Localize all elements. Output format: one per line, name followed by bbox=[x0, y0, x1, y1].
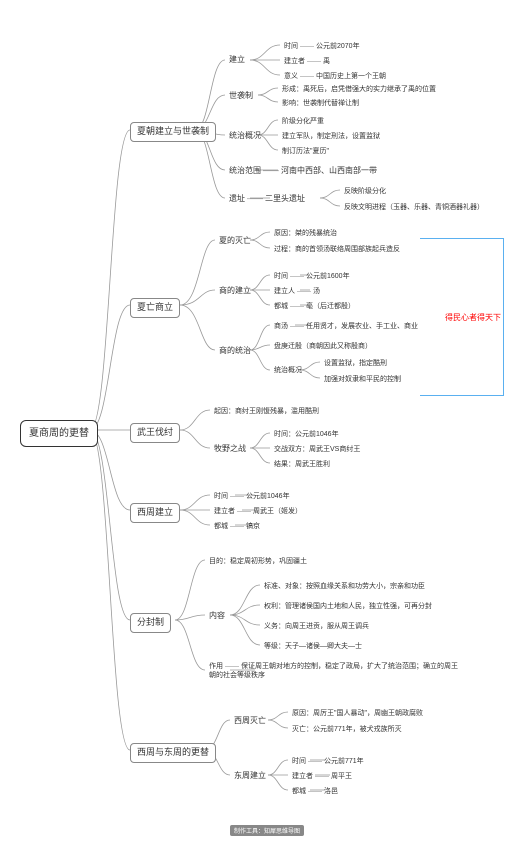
node: 牧野之战 bbox=[210, 442, 250, 456]
leaf: 都城——亳（后迁都殷） bbox=[270, 300, 359, 313]
node: 内容 bbox=[205, 609, 229, 623]
node: 统治范围——河南中西部、山西南部一带 bbox=[225, 164, 381, 178]
leaf: 盘庚迁殷（商朝因此又称殷商） bbox=[270, 340, 376, 353]
leaf: 建立者——周平王 bbox=[288, 770, 356, 783]
leaf: 起因：商纣王刚愎残暴，滥用酷刑 bbox=[210, 405, 323, 418]
node: 夏的灭亡 bbox=[215, 234, 255, 248]
leaf: 形成：禹死后，启凭借强大的实力继承了禹的位置 bbox=[278, 83, 440, 96]
leaf: 建立人——汤 bbox=[270, 285, 324, 298]
leaf: 目的：稳定周初形势，巩固疆土 bbox=[205, 555, 311, 568]
leaf: 作用——保证周王朝对地方的控制，稳定了政局，扩大了统治范围；确立的周王朝的社会等… bbox=[205, 660, 465, 682]
leaf: 交战双方：周武王VS商纣王 bbox=[270, 443, 364, 456]
root-node[interactable]: 夏商周的更替 bbox=[20, 420, 98, 447]
leaf: 影响：世袭制代替禅让制 bbox=[278, 97, 363, 110]
leaf: 意义——中国历史上第一个王朝 bbox=[280, 70, 390, 83]
leaf: 都城——镐京 bbox=[210, 520, 264, 533]
leaf: 义务：向周王进贡，服从周王调兵 bbox=[260, 620, 373, 633]
leaf: 时间——公元前1600年 bbox=[270, 270, 354, 283]
node: 商的建立 bbox=[215, 284, 255, 298]
callout-box: 得民心者得天下 bbox=[420, 238, 504, 396]
node: 建立 bbox=[225, 53, 249, 67]
callout-text: 得民心者得天下 bbox=[445, 312, 503, 323]
leaf: 都城——洛邑 bbox=[288, 785, 342, 798]
branch-zhou-change[interactable]: 西周与东周的更替 bbox=[130, 743, 216, 763]
leaf: 标准、对象：按照血缘关系和功劳大小，宗亲和功臣 bbox=[260, 580, 429, 593]
branch-xia-establish[interactable]: 夏朝建立与世袭制 bbox=[130, 122, 216, 142]
leaf: 时间——公元前771年 bbox=[288, 755, 368, 768]
leaf: 建立者——禹 bbox=[280, 55, 334, 68]
node: 世袭制 bbox=[225, 89, 257, 103]
leaf: 反映阶级分化 bbox=[340, 185, 390, 198]
leaf: 建立军队，制定刑法，设置监狱 bbox=[278, 130, 384, 143]
footer-badge: 制作工具：知犀思维导图 bbox=[230, 825, 304, 836]
leaf: 商汤——任用贤才，发展农业、手工业、商业 bbox=[270, 320, 422, 333]
leaf: 过程：商的首领汤联络周围部族起兵造反 bbox=[270, 243, 404, 256]
leaf: 统治概况 bbox=[270, 364, 306, 377]
node: 东周建立 bbox=[230, 769, 270, 783]
node: 统治概况 bbox=[225, 129, 265, 143]
leaf: 时间：公元前1046年 bbox=[270, 428, 343, 441]
leaf: 灭亡：公元前771年，被犬戎族所灭 bbox=[288, 723, 406, 736]
leaf: 反映文明进程（玉器、乐器、青铜酒器礼器） bbox=[340, 201, 488, 214]
node: 西周灭亡 bbox=[230, 714, 270, 728]
leaf: 时间——公元前1046年 bbox=[210, 490, 294, 503]
node: 遗址——二里头遗址 bbox=[225, 192, 309, 206]
leaf: 设置监狱，指定酷刑 bbox=[320, 357, 391, 370]
branch-wuwang[interactable]: 武王伐纣 bbox=[130, 423, 180, 443]
leaf: 建立者——周武王（姬发） bbox=[210, 505, 306, 518]
leaf: 权利：管理诸侯国内土地和人民，独立性强，可再分封 bbox=[260, 600, 436, 613]
leaf: 阶级分化严重 bbox=[278, 115, 328, 128]
leaf: 原因：周厉王"国人暴动"，周幽王朝政腐败 bbox=[288, 707, 427, 720]
leaf: 制订历法"夏历" bbox=[278, 145, 333, 158]
branch-fengfeng[interactable]: 分封制 bbox=[130, 613, 171, 633]
leaf: 时间——公元前2070年 bbox=[280, 40, 364, 53]
leaf: 加强对奴隶和平民的控制 bbox=[320, 373, 405, 386]
node: 商的统治 bbox=[215, 344, 255, 358]
leaf: 结果：周武王胜利 bbox=[270, 458, 334, 471]
leaf: 原因：桀的残暴统治 bbox=[270, 227, 341, 240]
branch-xizhou[interactable]: 西周建立 bbox=[130, 503, 180, 523]
branch-xia-shang[interactable]: 夏亡商立 bbox=[130, 298, 180, 318]
leaf: 等级：天子—诸侯—卿大夫—士 bbox=[260, 640, 366, 653]
